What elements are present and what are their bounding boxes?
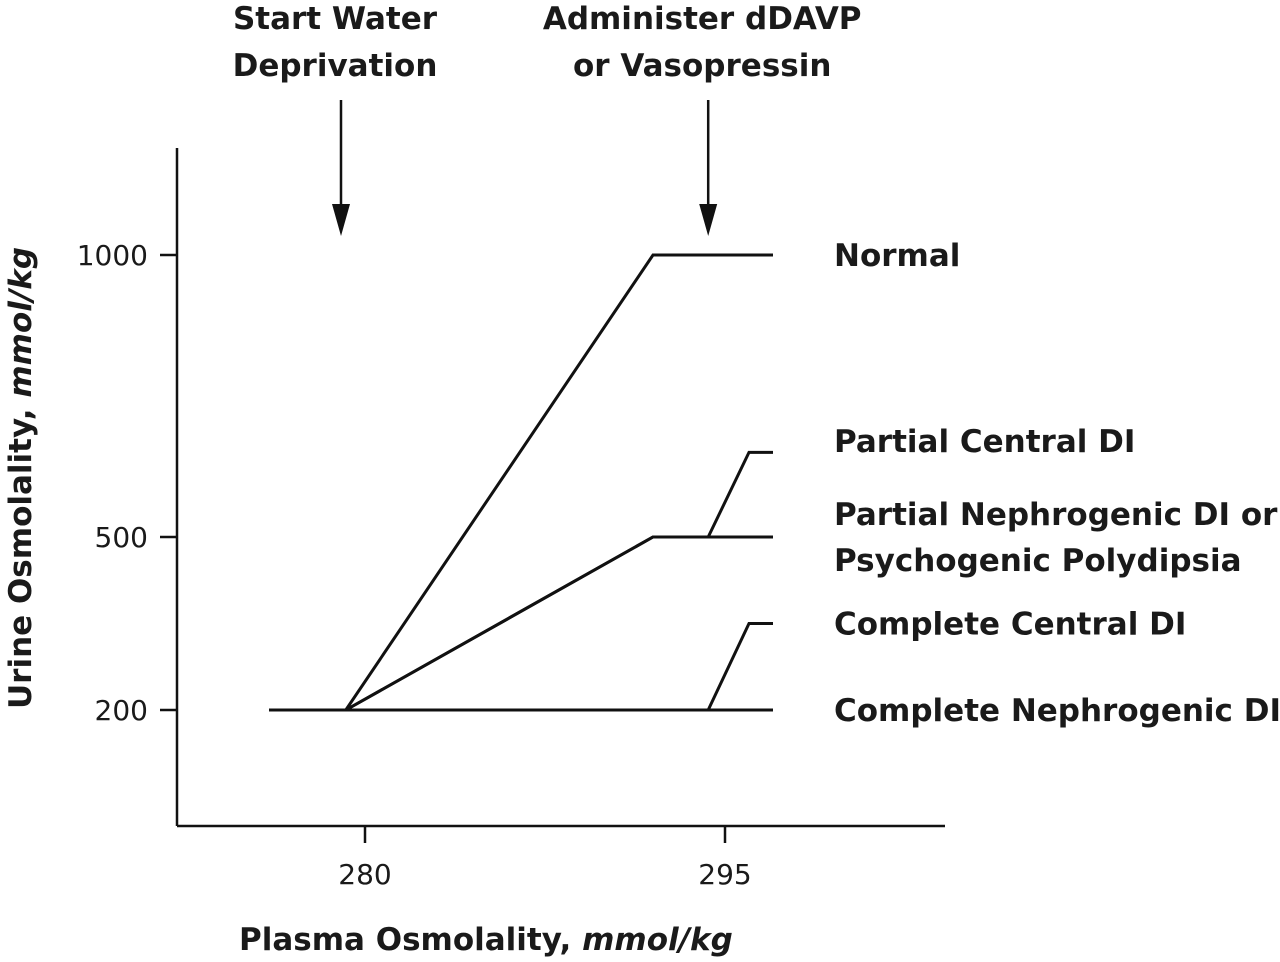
- x-tick-label: 295: [698, 858, 751, 891]
- axes: 200 500 1000 280 295 Plasma Osmolality, mmol/…: [3, 148, 945, 958]
- y-axis-title-unit: mmol/kg: [3, 247, 39, 398]
- y-tick-label: 200: [95, 694, 148, 727]
- series-label-partial-nephrogenic-di-or-psychogenic-polydipsia-line2: Psychogenic Polydipsia: [834, 543, 1242, 579]
- x-tick-label: 280: [338, 858, 391, 891]
- series-line-partial-nephrogenic-di-or-psychogenic-polydipsia: [345, 535, 773, 712]
- annotation-start-arrow-head: [332, 204, 350, 236]
- series-labels: Normal Partial Central DI Partial Nephroge…: [834, 238, 1280, 729]
- annotation-start-line2: Deprivation: [233, 48, 438, 84]
- annotation-start-line1: Start Water: [233, 1, 438, 37]
- series-line-normal: [344, 253, 773, 711]
- y-axis-title: Urine Osmolality, mmol/kg: [3, 247, 39, 709]
- series-line-complete-central-di: [345, 622, 773, 712]
- annotation-administer-line2: or Vasopressin: [573, 48, 831, 84]
- y-tick-label: 500: [95, 521, 148, 554]
- y-axis-title-text: Urine Osmolality,: [3, 398, 39, 709]
- x-axis-title-text: Plasma Osmolality,: [239, 922, 582, 958]
- series-label-complete-nephrogenic-di: Complete Nephrogenic DI: [834, 693, 1280, 729]
- y-tick-label: 1000: [77, 239, 148, 272]
- annotations: Start Water Deprivation Administer dDAVP or…: [233, 1, 862, 236]
- series-label-normal: Normal: [834, 238, 960, 274]
- series-lines: [269, 253, 773, 712]
- series-line-partial-central-di: [345, 450, 773, 712]
- series-label-complete-central-di: Complete Central DI: [834, 607, 1186, 643]
- series-label-partial-nephrogenic-di-or-psychogenic-polydipsia-line1: Partial Nephrogenic DI or: [834, 497, 1278, 533]
- series-label-partial-central-di: Partial Central DI: [834, 424, 1135, 460]
- x-axis-title: Plasma Osmolality, mmol/kg: [239, 922, 733, 958]
- annotation-administer-line1: Administer dDAVP: [543, 1, 862, 37]
- annotation-administer-arrow-head: [699, 204, 718, 236]
- x-axis-title-unit: mmol/kg: [582, 922, 733, 958]
